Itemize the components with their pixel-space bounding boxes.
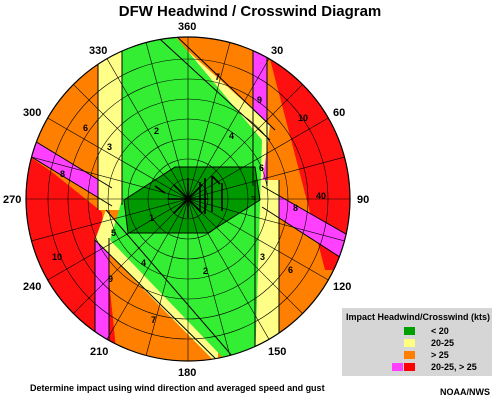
zone-borders xyxy=(26,37,350,361)
direction-label: 180 xyxy=(178,367,196,379)
direction-label: 30 xyxy=(271,45,283,57)
direction-label: 240 xyxy=(23,281,41,293)
center-mark-wave: ≈ xyxy=(251,193,256,203)
legend-swatch xyxy=(404,339,415,347)
zone-label: 3 xyxy=(260,252,265,262)
zone-label: 1 xyxy=(149,213,154,223)
diagram-title: DFW Headwind / Crosswind Diagram xyxy=(118,3,382,20)
zone-label: 4 xyxy=(141,258,146,268)
legend-title: Impact Headwind/Crosswind (kts) xyxy=(346,312,491,322)
legend-swatch xyxy=(404,351,415,359)
yellow-band-northwest xyxy=(98,37,122,210)
zone-label: 7 xyxy=(151,315,156,325)
zone-label: 4 xyxy=(229,131,234,141)
direction-labels: 360 30 60 90 120 150 180 210 240 270 300… xyxy=(3,21,369,379)
magenta-band-west xyxy=(26,132,112,206)
direction-label: 90 xyxy=(357,194,369,206)
zone-label: 9 xyxy=(257,95,262,105)
zone-label: 9 xyxy=(108,274,113,284)
legend-label: 20-25 xyxy=(431,338,455,348)
zone-label: 6 xyxy=(259,163,264,173)
footer-note: Determine impact using wind direction an… xyxy=(30,383,325,393)
legend-label: > 25 xyxy=(431,350,449,360)
zone-label: 6 xyxy=(83,123,88,133)
legend-box: Impact Headwind/Crosswind (kts) < 20 20-… xyxy=(342,308,492,376)
direction-label: 210 xyxy=(90,346,108,358)
zone-label: 3 xyxy=(107,142,112,152)
magenta-band-east xyxy=(262,186,350,270)
zone-labels: 1 2 2 3 3 4 4 5 6 6 6 7 7 10 10 8 8 9 9 xyxy=(52,72,308,325)
disk-outline xyxy=(25,36,351,362)
direction-label: 270 xyxy=(3,194,21,206)
center-mark-speed: 40 xyxy=(316,191,326,201)
legend-swatch xyxy=(392,363,403,371)
zone-label: 8 xyxy=(293,203,298,213)
direction-label: 120 xyxy=(333,281,351,293)
legend-label: 20-25, > 25 xyxy=(431,362,477,372)
zone-label: 10 xyxy=(298,113,308,123)
legend-label: < 20 xyxy=(431,326,449,336)
zone-label: 7 xyxy=(215,72,220,82)
zone-label: 10 xyxy=(52,252,62,262)
direction-label: 360 xyxy=(178,21,196,33)
zone-label: 5 xyxy=(111,228,116,238)
legend-swatch xyxy=(404,363,415,371)
zone-label: 2 xyxy=(203,266,208,276)
zone-label: 2 xyxy=(154,126,159,136)
zone-label: 6 xyxy=(288,265,293,275)
direction-label: 300 xyxy=(23,107,41,119)
direction-label: 60 xyxy=(333,107,345,119)
center-wind-marks xyxy=(154,175,223,218)
direction-label: 150 xyxy=(268,346,286,358)
zone-label: 8 xyxy=(60,169,65,179)
legend-swatch xyxy=(404,327,415,335)
source-credit: NOAA/NWS xyxy=(440,387,490,397)
direction-label: 330 xyxy=(89,45,107,57)
